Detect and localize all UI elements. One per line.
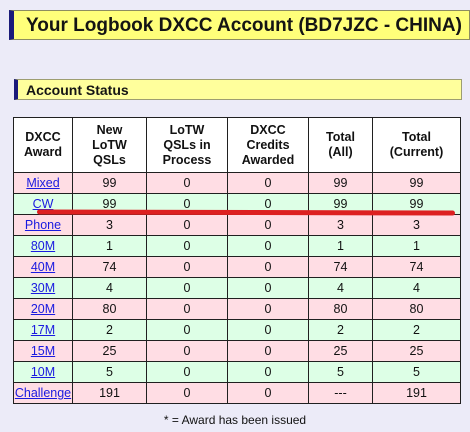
cell-total-all: 3 [308, 214, 373, 236]
col-header-new: New LoTW QSLs [72, 117, 147, 173]
cell-process: 0 [146, 382, 228, 404]
cell-total-all: 74 [308, 256, 373, 278]
table-row: 40M 74 0 0 74 74 [13, 256, 461, 278]
cell-total-current: 74 [372, 256, 461, 278]
col-header-total-all: Total (All) [308, 117, 373, 173]
award-cell: Challenge [13, 382, 73, 404]
cell-new: 2 [72, 319, 147, 341]
award-cell: 20M [13, 298, 73, 320]
cell-new: 80 [72, 298, 147, 320]
cell-credits: 0 [227, 340, 309, 362]
cell-total-current: 4 [372, 277, 461, 299]
table-row: Challenge 191 0 0 --- 191 [13, 382, 461, 404]
award-link-mixed[interactable]: Mixed [26, 176, 60, 190]
cell-total-current: 25 [372, 340, 461, 362]
cell-total-all: 80 [308, 298, 373, 320]
cell-total-current: 2 [372, 319, 461, 341]
cell-new: 5 [72, 361, 147, 383]
table-row: 17M 2 0 0 2 2 [13, 319, 461, 341]
cell-new: 191 [72, 382, 147, 404]
cell-total-current: 80 [372, 298, 461, 320]
section-header: Account Status [14, 79, 462, 100]
cell-new: 99 [72, 172, 147, 194]
page-title: Your Logbook DXCC Account (BD7JZC - CHIN… [26, 15, 462, 36]
cell-total-all: --- [308, 382, 373, 404]
section-title: Account Status [26, 82, 129, 98]
cell-total-all: 25 [308, 340, 373, 362]
award-cell: 40M [13, 256, 73, 278]
cell-process: 0 [146, 277, 228, 299]
cell-credits: 0 [227, 256, 309, 278]
cell-total-all: 1 [308, 235, 373, 257]
table-row: 30M 4 0 0 4 4 [13, 277, 461, 299]
award-link-80m[interactable]: 80M [30, 239, 56, 253]
cell-total-current: 3 [372, 214, 461, 236]
award-link-20m[interactable]: 20M [30, 302, 56, 316]
cell-process: 0 [146, 340, 228, 362]
table-row: 10M 5 0 0 5 5 [13, 361, 461, 383]
cell-total-all: 4 [308, 277, 373, 299]
cell-new: 74 [72, 256, 147, 278]
table-row: 20M 80 0 0 80 80 [13, 298, 461, 320]
cell-new: 3 [72, 214, 147, 236]
cell-credits: 0 [227, 172, 309, 194]
award-cell: 30M [13, 277, 73, 299]
award-link-40m[interactable]: 40M [30, 260, 56, 274]
col-header-credits: DXCC Credits Awarded [227, 117, 309, 173]
cell-credits: 0 [227, 361, 309, 383]
table-row: 80M 1 0 0 1 1 [13, 235, 461, 257]
cell-total-current: 191 [372, 382, 461, 404]
award-cell: Phone [13, 214, 73, 236]
cell-total-all: 99 [308, 172, 373, 194]
award-link-30m[interactable]: 30M [30, 281, 56, 295]
cell-credits: 0 [227, 214, 309, 236]
cell-total-current: 99 [372, 172, 461, 194]
cell-new: 25 [72, 340, 147, 362]
cell-credits: 0 [227, 382, 309, 404]
award-link-10m[interactable]: 10M [30, 365, 56, 379]
award-link-cw[interactable]: CW [32, 197, 54, 211]
award-cell: Mixed [13, 172, 73, 194]
cell-credits: 0 [227, 319, 309, 341]
cell-credits: 0 [227, 235, 309, 257]
award-cell: 10M [13, 361, 73, 383]
cell-process: 0 [146, 319, 228, 341]
award-table: DXCC Award New LoTW QSLs LoTW QSLs in Process… [13, 117, 461, 404]
footnote: * = Award has been issued [163, 413, 307, 427]
col-header-total-current: Total (Current) [372, 117, 461, 173]
table-row: Mixed 99 0 0 99 99 [13, 172, 461, 194]
award-link-phone[interactable]: Phone [24, 218, 62, 232]
cell-process: 0 [146, 256, 228, 278]
table-row: Phone 3 0 0 3 3 [13, 214, 461, 236]
award-link-17m[interactable]: 17M [30, 323, 56, 337]
col-header-process: LoTW QSLs in Process [146, 117, 228, 173]
award-cell: 15M [13, 340, 73, 362]
cell-credits: 0 [227, 277, 309, 299]
cell-process: 0 [146, 361, 228, 383]
award-link-15m[interactable]: 15M [30, 344, 56, 358]
cell-process: 0 [146, 235, 228, 257]
cell-process: 0 [146, 172, 228, 194]
cell-new: 1 [72, 235, 147, 257]
table-header-row: DXCC Award New LoTW QSLs LoTW QSLs in Process… [13, 117, 461, 173]
cell-new: 4 [72, 277, 147, 299]
award-link-challenge[interactable]: Challenge [14, 386, 72, 400]
award-cell: 17M [13, 319, 73, 341]
cell-process: 0 [146, 298, 228, 320]
cell-credits: 0 [227, 298, 309, 320]
cell-total-all: 5 [308, 361, 373, 383]
award-cell: 80M [13, 235, 73, 257]
cell-total-current: 1 [372, 235, 461, 257]
col-header-award: DXCC Award [13, 117, 73, 173]
cell-total-current: 5 [372, 361, 461, 383]
cell-total-all: 2 [308, 319, 373, 341]
cell-process: 0 [146, 214, 228, 236]
page-title-bar: Your Logbook DXCC Account (BD7JZC - CHIN… [9, 10, 470, 40]
table-row: 15M 25 0 0 25 25 [13, 340, 461, 362]
